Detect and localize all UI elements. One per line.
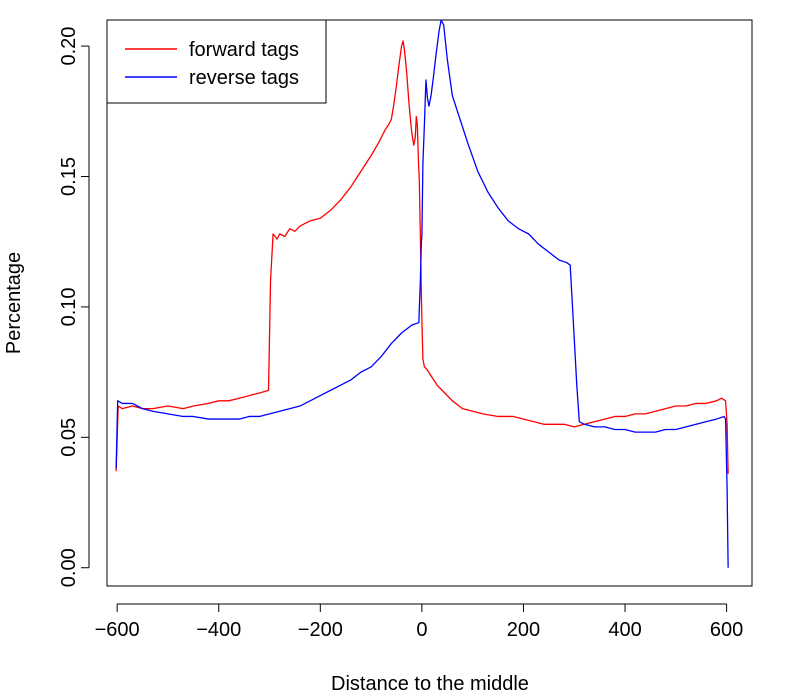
- y-tick-label: 0.05: [58, 418, 80, 457]
- x-tick-label: 0: [416, 619, 427, 641]
- x-tick-label: −400: [196, 619, 241, 641]
- y-axis: 0.00 0.05 0.10 0.15 0.20: [58, 27, 90, 587]
- series-line-forward-tags: [115, 40, 729, 474]
- plot-frame: [106, 19, 753, 587]
- y-axis-title: Percentage: [3, 252, 25, 354]
- legend: forward tags reverse tags: [106, 19, 327, 104]
- y-tick-label: 0.00: [58, 548, 80, 587]
- x-axis-title: Distance to the middle: [331, 673, 529, 695]
- legend-label-forward: forward tags: [189, 39, 299, 61]
- x-tick-label: −200: [298, 619, 343, 641]
- series-layer: [115, 19, 729, 568]
- x-axis: −600 −400 −200 0 200 400 600: [95, 603, 743, 641]
- x-tick-label: 200: [507, 619, 540, 641]
- series-line-reverse-tags: [115, 19, 729, 568]
- y-tick-label: 0.10: [58, 287, 80, 326]
- x-tick-label: 400: [608, 619, 641, 641]
- x-tick-label: 600: [710, 619, 743, 641]
- y-tick-label: 0.15: [58, 157, 80, 196]
- y-tick-label: 0.20: [58, 27, 80, 66]
- legend-label-reverse: reverse tags: [189, 67, 299, 89]
- x-tick-label: −600: [95, 619, 140, 641]
- legend-box: [106, 19, 327, 104]
